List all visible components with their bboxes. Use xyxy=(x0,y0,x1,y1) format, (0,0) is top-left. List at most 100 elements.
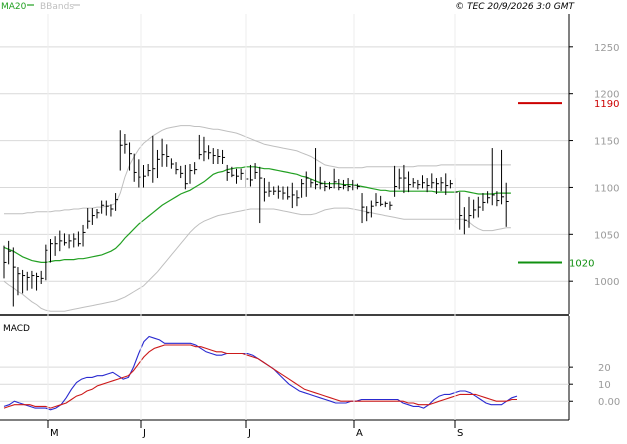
price-bar xyxy=(110,204,114,217)
price-bar xyxy=(412,178,416,188)
macd-tick-label: 0.00 xyxy=(598,397,620,408)
price-bar xyxy=(119,130,123,171)
price-bar xyxy=(347,178,351,192)
x-tick-label: J xyxy=(247,428,251,439)
price-tick-label: 1050 xyxy=(594,230,619,241)
price-bar xyxy=(277,185,281,199)
price-bar xyxy=(249,164,253,187)
macd-title: MACD xyxy=(3,324,30,334)
price-bar xyxy=(329,181,332,190)
price-tick-label: 1150 xyxy=(594,137,619,148)
bollinger-bands xyxy=(3,125,511,312)
price-bar xyxy=(459,192,463,230)
price-bar xyxy=(501,149,505,205)
price-bar xyxy=(184,164,188,190)
price-bar xyxy=(384,201,388,208)
price-bar xyxy=(482,193,486,211)
price-bar xyxy=(449,179,453,189)
price-bar xyxy=(226,164,230,181)
price-bar xyxy=(356,183,360,190)
price-bar xyxy=(296,190,300,207)
price-bar xyxy=(389,201,393,210)
price-bar xyxy=(370,200,374,218)
price-bar xyxy=(217,149,221,164)
price-bar xyxy=(203,136,207,162)
price-tick-label: 1100 xyxy=(594,183,619,194)
bbands-legend: BBands xyxy=(40,2,74,12)
price-bar xyxy=(22,269,26,294)
price-bar xyxy=(240,168,244,180)
price-bar xyxy=(315,148,319,190)
price-bar xyxy=(105,200,109,216)
price-bar xyxy=(333,168,337,189)
price-bar xyxy=(394,165,398,197)
price-bar xyxy=(380,195,384,207)
price-bar xyxy=(398,168,402,190)
price-bar xyxy=(477,196,481,218)
price-bar xyxy=(236,168,239,184)
price-bar xyxy=(487,191,491,204)
price-bar xyxy=(361,193,365,224)
price-bar xyxy=(287,186,291,200)
macd-lines xyxy=(3,335,518,411)
price-bar xyxy=(170,158,174,169)
price-bar xyxy=(101,200,105,214)
price-bar xyxy=(36,272,40,291)
price-bar xyxy=(375,193,379,207)
price-bar xyxy=(435,178,439,194)
support-resistance-levels: 1190 1020 xyxy=(518,99,619,269)
price-bar xyxy=(268,181,272,197)
price-bar xyxy=(17,267,21,296)
x-tick-label: J xyxy=(142,428,146,439)
price-bar xyxy=(324,180,328,192)
price-bar xyxy=(50,239,53,263)
price-bar xyxy=(366,206,370,222)
price-bar xyxy=(40,270,44,284)
x-tick-label: S xyxy=(457,428,463,439)
macd-grid xyxy=(0,366,569,402)
price-bar xyxy=(152,135,156,183)
price-bar xyxy=(147,164,151,177)
bb-upper-line xyxy=(4,125,511,215)
price-bar xyxy=(3,245,7,279)
price-tick-label: 1200 xyxy=(594,90,619,101)
price-bar xyxy=(143,164,146,188)
x-tick-label: A xyxy=(356,428,363,439)
price-bar xyxy=(175,162,179,175)
price-bar xyxy=(73,233,77,248)
price-bar xyxy=(96,209,100,219)
price-bar xyxy=(198,134,202,160)
price-bar xyxy=(473,199,477,219)
price-bar xyxy=(91,208,95,225)
price-tick-label: 1000 xyxy=(594,277,619,288)
price-bar xyxy=(59,230,63,252)
bb-lower-line xyxy=(3,207,511,312)
price-bar xyxy=(189,164,193,184)
price-bars xyxy=(3,130,509,307)
macd-tick-label: 20 xyxy=(598,363,611,374)
price-bar xyxy=(180,165,184,179)
price-tick-label: 1250 xyxy=(594,43,619,54)
price-bar xyxy=(496,191,500,207)
price-bar xyxy=(408,171,412,193)
price-bar xyxy=(208,145,212,160)
price-bar xyxy=(426,178,430,193)
price-bar xyxy=(26,271,30,291)
price-bar xyxy=(129,142,133,171)
price-bar xyxy=(31,270,35,289)
price-bar xyxy=(166,144,170,167)
price-bar xyxy=(115,193,119,211)
support-label: 1020 xyxy=(569,258,594,269)
price-bar xyxy=(77,231,81,247)
x-tick-label: M xyxy=(50,428,59,439)
price-bar xyxy=(305,171,309,197)
price-bar xyxy=(463,207,467,235)
price-y-ticks: 1000 1050 1100 1150 1200 1250 xyxy=(569,43,619,288)
copyright: © TEC 20/9/2026 3:0 GMT xyxy=(455,2,575,12)
price-bar xyxy=(231,166,235,178)
ma20-path xyxy=(3,166,511,263)
price-bar xyxy=(63,233,67,246)
price-bar xyxy=(445,173,449,195)
